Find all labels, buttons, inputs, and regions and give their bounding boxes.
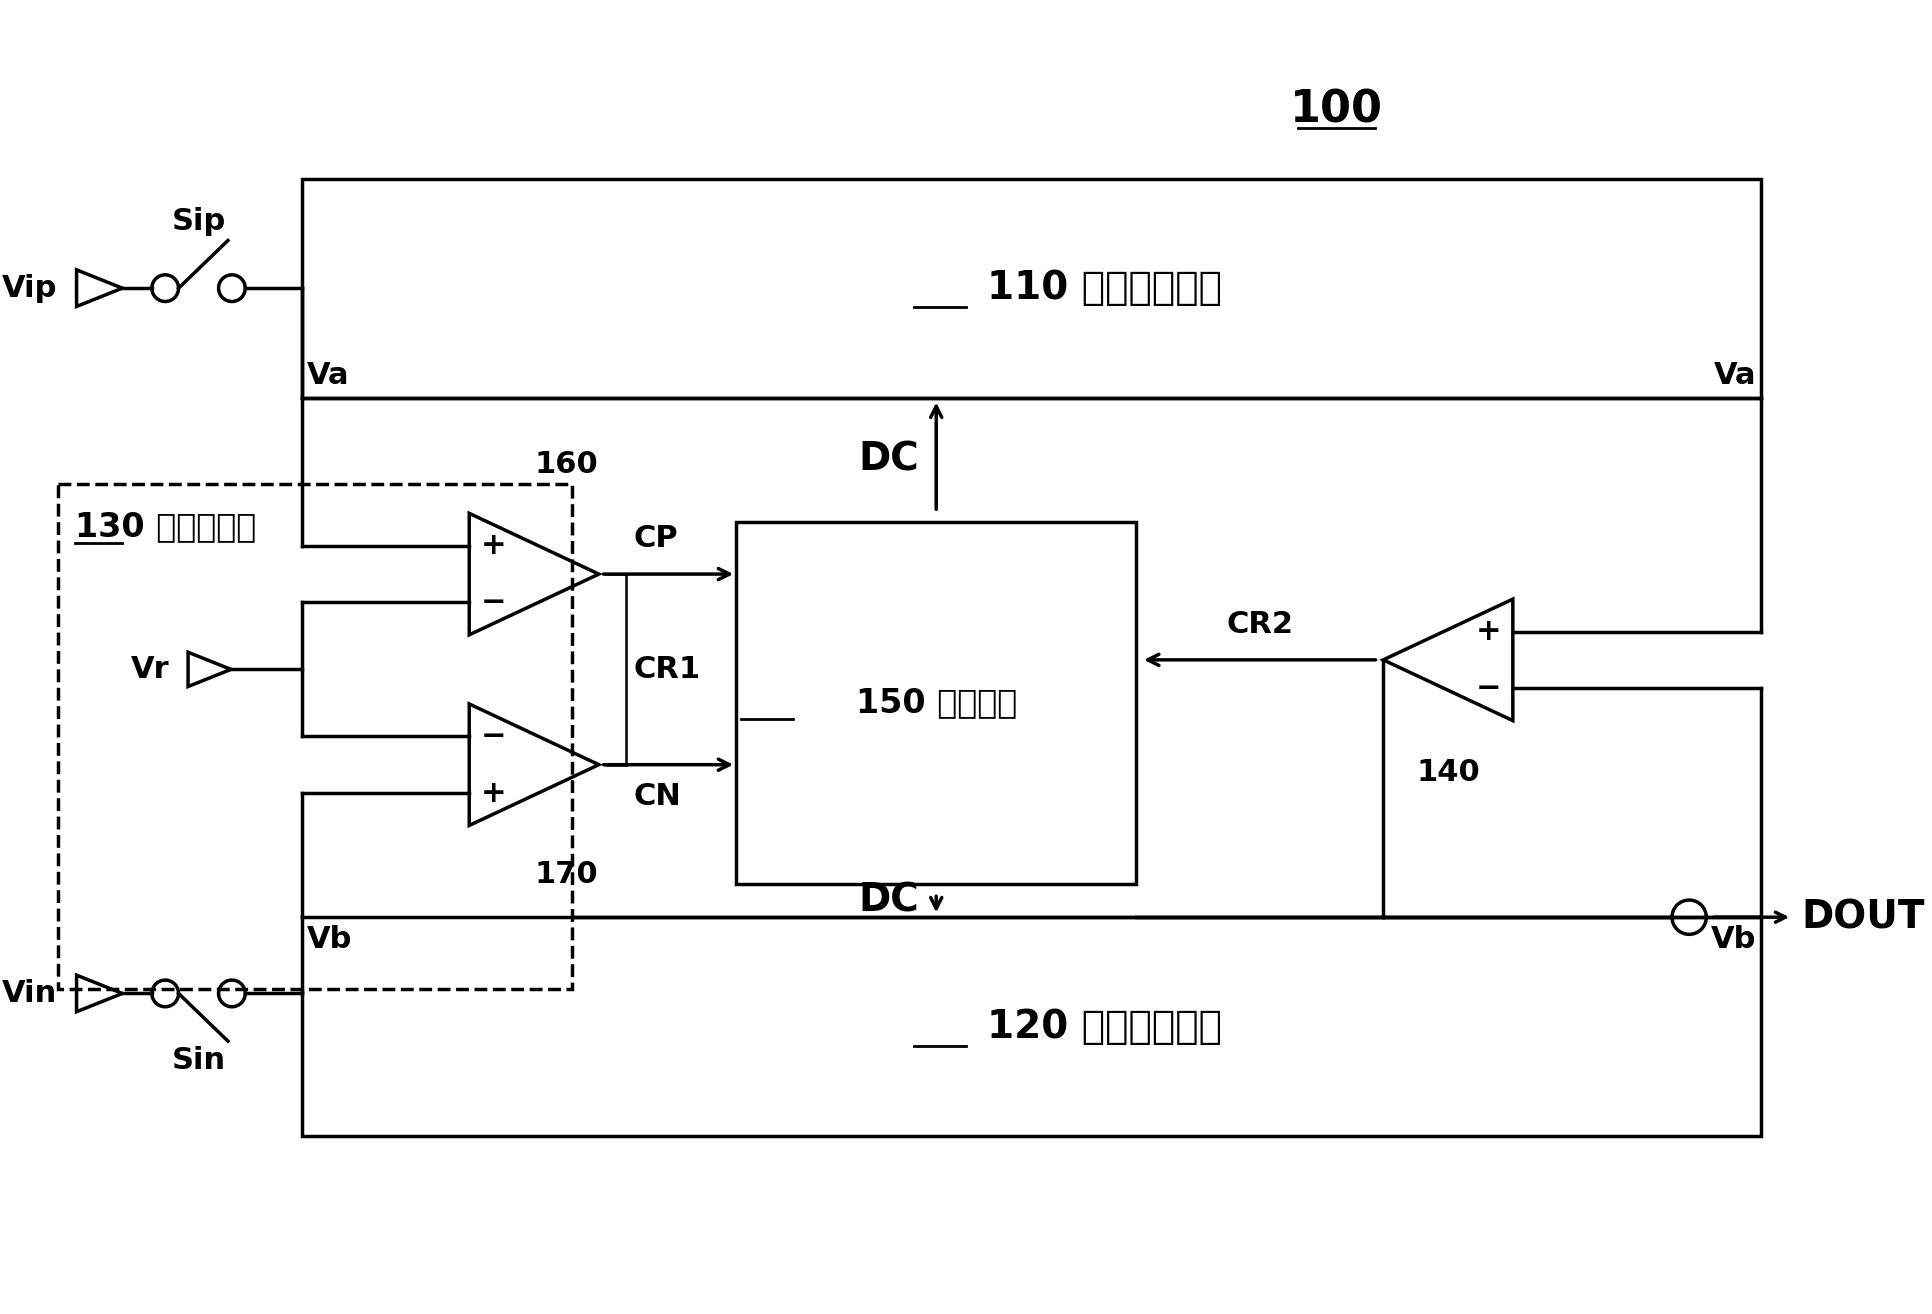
FancyBboxPatch shape xyxy=(303,179,1760,398)
Text: DC: DC xyxy=(858,882,920,920)
Text: Sin: Sin xyxy=(172,1046,226,1075)
Text: Vb: Vb xyxy=(307,925,352,954)
Text: +: + xyxy=(481,531,506,560)
Text: DOUT: DOUT xyxy=(1803,899,1924,936)
Text: +: + xyxy=(1476,618,1501,646)
Text: 110 正端电容阵列: 110 正端电容阵列 xyxy=(987,269,1221,307)
Text: Vb: Vb xyxy=(1710,925,1756,954)
Text: Va: Va xyxy=(1714,361,1756,390)
Text: 160: 160 xyxy=(535,449,599,478)
Text: DC: DC xyxy=(858,440,920,478)
Text: 170: 170 xyxy=(535,859,599,890)
Text: 120 负端电容阵列: 120 负端电容阵列 xyxy=(987,1008,1221,1046)
Text: 150 控制电路: 150 控制电路 xyxy=(856,686,1016,719)
Text: −: − xyxy=(1476,674,1501,703)
Text: CR2: CR2 xyxy=(1227,610,1293,639)
FancyBboxPatch shape xyxy=(736,522,1136,884)
Text: −: − xyxy=(481,721,506,750)
Text: Vin: Vin xyxy=(2,979,58,1008)
Text: CR1: CR1 xyxy=(634,654,699,683)
Text: 140: 140 xyxy=(1416,758,1480,787)
Text: Va: Va xyxy=(307,361,350,390)
Text: −: − xyxy=(481,587,506,618)
Text: CP: CP xyxy=(634,524,678,553)
Text: Vr: Vr xyxy=(129,654,168,683)
Text: Sip: Sip xyxy=(172,206,226,235)
FancyBboxPatch shape xyxy=(58,484,572,988)
Text: 100: 100 xyxy=(1291,88,1383,131)
Text: Vip: Vip xyxy=(2,273,58,302)
Text: CN: CN xyxy=(634,782,680,811)
Text: +: + xyxy=(481,779,506,808)
FancyBboxPatch shape xyxy=(303,917,1760,1137)
Text: 130 第一比较器: 130 第一比较器 xyxy=(75,510,255,543)
